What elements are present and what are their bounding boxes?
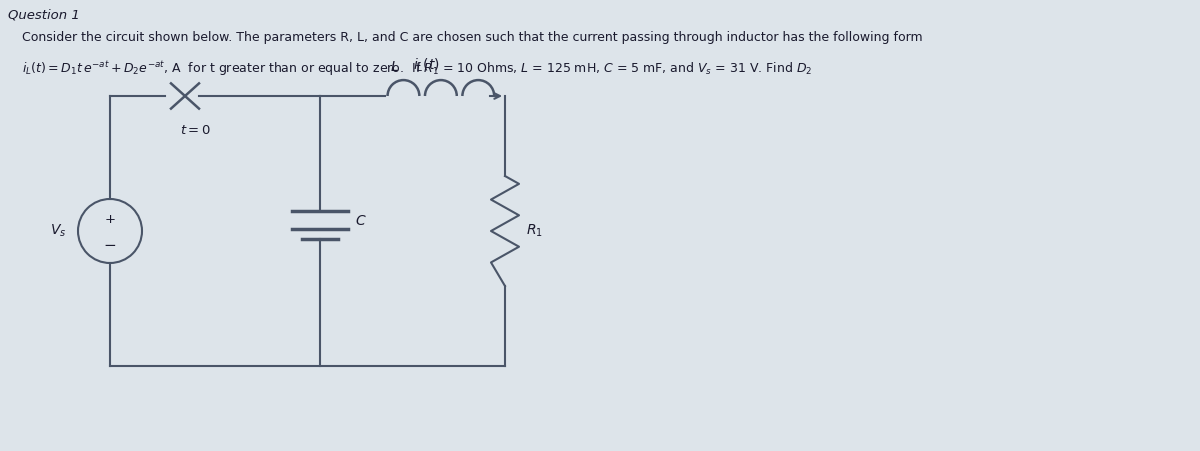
Text: $C$: $C$ xyxy=(355,214,367,228)
Text: Consider the circuit shown below. The parameters R, L, and C are chosen such tha: Consider the circuit shown below. The pa… xyxy=(22,31,923,44)
Text: $V_s$: $V_s$ xyxy=(49,223,66,239)
Text: Question 1: Question 1 xyxy=(8,8,79,21)
Text: $R_1$: $R_1$ xyxy=(526,223,542,239)
Text: $L$: $L$ xyxy=(390,60,398,74)
Text: +: + xyxy=(104,212,115,226)
Text: $i_L(t) = D_1 t\,e^{-at} + D_2 e^{-at}$, A  for t greater than or equal to zero.: $i_L(t) = D_1 t\,e^{-at} + D_2 e^{-at}$,… xyxy=(22,59,812,78)
Text: $i_L(t)$: $i_L(t)$ xyxy=(413,56,439,74)
Text: $t = 0$: $t = 0$ xyxy=(180,124,211,137)
Text: −: − xyxy=(103,238,116,253)
